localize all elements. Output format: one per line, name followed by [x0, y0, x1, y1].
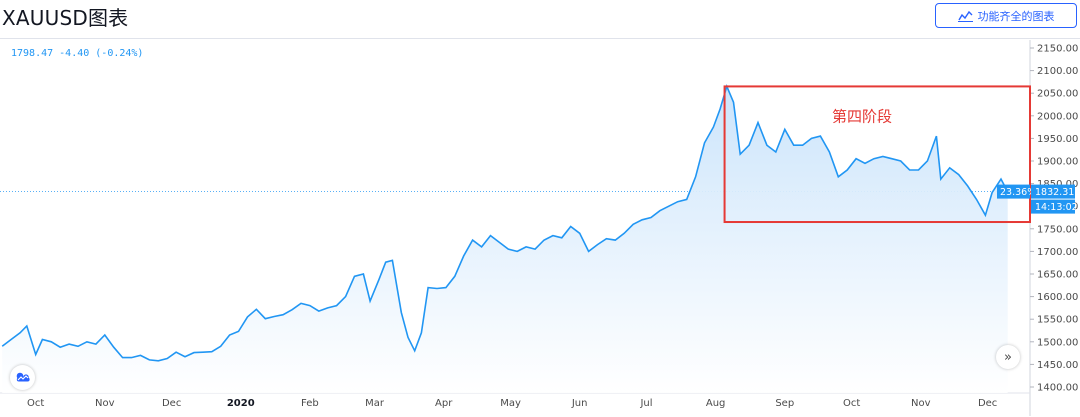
y-tick-label: 1700.00 — [1037, 247, 1078, 258]
x-tick-label: Nov — [911, 398, 931, 409]
time-tag — [1031, 199, 1075, 214]
price-tag — [1031, 184, 1075, 199]
x-tick-label: Oct — [843, 398, 860, 409]
y-tick-label: 1950.00 — [1037, 134, 1078, 145]
chart-frame[interactable] — [0, 38, 1080, 417]
x-tick-label: Nov — [95, 398, 115, 409]
x-tick-label: Jun — [571, 398, 588, 409]
x-tick-label: Aug — [706, 398, 726, 409]
x-tick-label: 2020 — [227, 398, 255, 409]
tradingview-logo-button[interactable] — [10, 365, 35, 390]
y-tick-label: 2100.00 — [1037, 66, 1078, 77]
scroll-to-latest-button[interactable]: » — [996, 345, 1020, 369]
price-legend: 1798.47 -4.40 (-0.24%) — [11, 48, 144, 59]
full-chart-button[interactable]: 功能齐全的图表 — [935, 3, 1077, 28]
price-line — [1, 84, 1009, 362]
page-title: XAUUSD图表 — [2, 6, 129, 30]
percent-tag-text: 23.36% — [1000, 187, 1036, 198]
phase-label: 第四阶段 — [832, 107, 892, 125]
x-tick-label: Jul — [639, 398, 652, 409]
price-area — [2, 86, 1008, 394]
y-tick-label: 1400.00 — [1037, 383, 1078, 394]
x-tick-label: Feb — [301, 398, 319, 409]
x-tick-label: Oct — [27, 398, 44, 409]
y-tick-label: 2000.00 — [1037, 111, 1078, 122]
phase-box — [723, 85, 1031, 224]
x-tick-label: Dec — [978, 398, 997, 409]
chart-icon — [957, 10, 973, 22]
time-tag-text: 14:13:02 — [1035, 202, 1078, 213]
mountain-icon — [16, 372, 30, 382]
y-tick-label: 1650.00 — [1037, 270, 1078, 281]
y-tick-label: 1750.00 — [1037, 224, 1078, 235]
y-tick-label: 1550.00 — [1037, 315, 1078, 326]
y-tick-label: 1450.00 — [1037, 360, 1078, 371]
y-tick-label: 1600.00 — [1037, 292, 1078, 303]
x-tick-label: Sep — [775, 398, 794, 409]
y-tick-label: 1500.00 — [1037, 337, 1078, 348]
y-tick-label: 1900.00 — [1037, 157, 1078, 168]
x-tick-label: Dec — [162, 398, 181, 409]
x-tick-label: Apr — [435, 398, 453, 409]
y-tick-label: 2050.00 — [1037, 89, 1078, 100]
x-tick-label: May — [500, 398, 521, 409]
price-tag-text: 1832.31 — [1035, 187, 1074, 198]
full-chart-button-label: 功能齐全的图表 — [977, 9, 1055, 23]
percent-tag — [997, 184, 1030, 199]
y-tick-label: 2150.00 — [1037, 44, 1078, 55]
x-tick-label: Mar — [365, 398, 385, 409]
